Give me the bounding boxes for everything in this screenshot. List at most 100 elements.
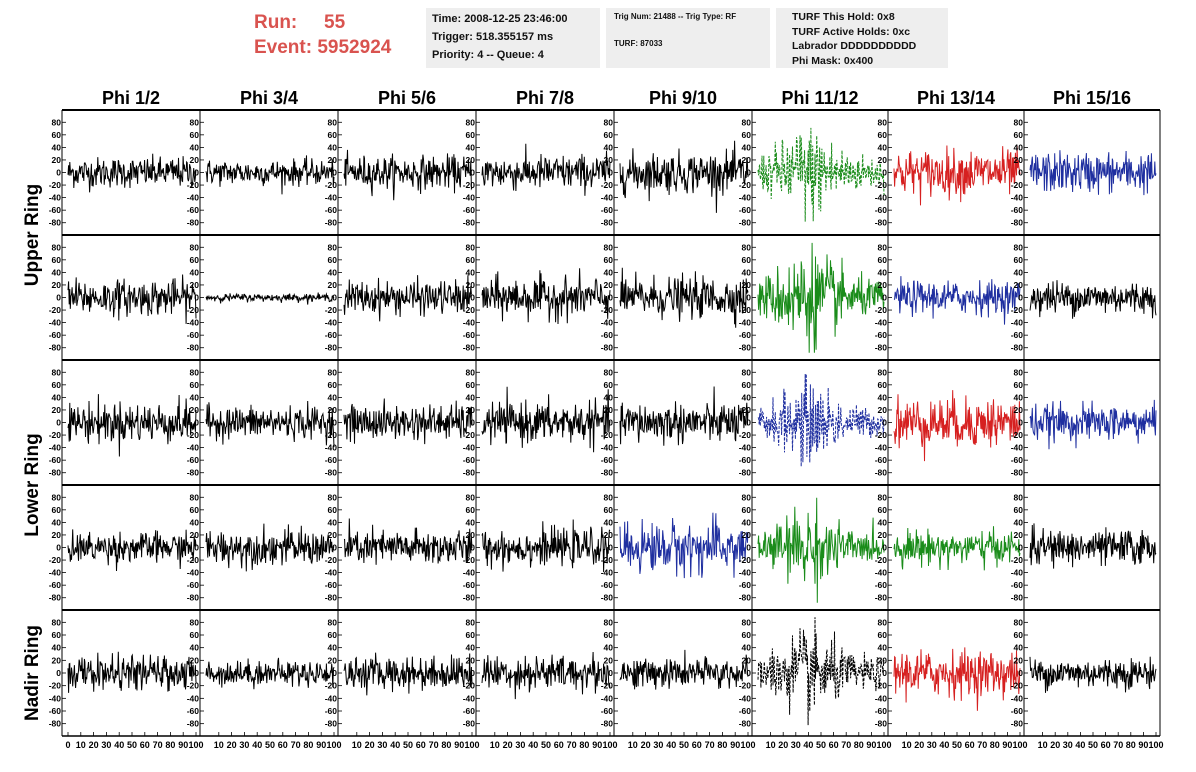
x-tick-label: 100: [1148, 740, 1163, 750]
y-tick-label: 80: [328, 242, 338, 252]
y-tick-label: -80: [187, 218, 200, 228]
y-tick-label: 20: [742, 155, 752, 165]
x-tick-label: 90: [316, 740, 326, 750]
y-tick-label: 40: [190, 142, 200, 152]
y-tick-label: 20: [190, 155, 200, 165]
y-tick-label: 40: [742, 142, 752, 152]
waveform-trace: [205, 155, 335, 195]
waveform-trace: [619, 649, 749, 690]
y-tick-label: -20: [463, 681, 476, 691]
waveform-trace: [893, 647, 1021, 711]
y-tick-label: 0: [882, 543, 887, 553]
x-tick-label: 40: [666, 740, 676, 750]
y-tick-label: -60: [325, 330, 338, 340]
y-tick-label: -80: [601, 719, 614, 729]
x-tick-label: 30: [515, 740, 525, 750]
waveform-trace: [1029, 280, 1157, 319]
y-tick-label: 20: [52, 155, 62, 165]
y-tick-label: -80: [187, 593, 200, 603]
waveform-trace: [481, 519, 611, 573]
x-tick-label: 40: [390, 740, 400, 750]
y-tick-label: 40: [190, 267, 200, 277]
y-tick-label: 60: [328, 630, 338, 640]
y-tick-label: 20: [1014, 530, 1024, 540]
y-tick-label: 60: [52, 505, 62, 515]
y-tick-label: -20: [325, 555, 338, 565]
y-tick-label: -80: [875, 593, 888, 603]
x-tick-label: 10: [902, 740, 912, 750]
x-tick-label: 70: [567, 740, 577, 750]
y-tick-label: -20: [739, 305, 752, 315]
waveform-trace: [343, 652, 473, 696]
waveform-trace: [205, 400, 335, 448]
y-tick-label: -40: [875, 693, 888, 703]
x-tick-label: 70: [841, 740, 851, 750]
y-tick-label: 0: [470, 418, 475, 428]
x-tick-label: 70: [429, 740, 439, 750]
y-tick-label: -60: [875, 205, 888, 215]
x-tick-label: 10: [214, 740, 224, 750]
y-tick-label: 80: [328, 492, 338, 502]
y-tick-label: -80: [325, 343, 338, 353]
x-tick-label: 50: [816, 740, 826, 750]
x-tick-label: 30: [791, 740, 801, 750]
y-tick-label: 0: [608, 543, 613, 553]
y-tick-label: 20: [466, 280, 476, 290]
y-tick-label: -40: [739, 568, 752, 578]
y-tick-label: -20: [187, 681, 200, 691]
y-tick-label: 20: [878, 530, 888, 540]
y-tick-label: -60: [463, 205, 476, 215]
y-tick-label: -20: [875, 305, 888, 315]
run-label: Run:: [254, 12, 298, 33]
y-tick-label: -20: [875, 681, 888, 691]
y-tick-label: 40: [1014, 643, 1024, 653]
y-tick-label: -80: [187, 719, 200, 729]
y-tick-label: 80: [878, 492, 888, 502]
y-tick-label: 60: [604, 380, 614, 390]
y-tick-label: 40: [52, 643, 62, 653]
y-tick-label: 20: [328, 530, 338, 540]
x-tick-label: 20: [227, 740, 237, 750]
y-tick-label: 80: [466, 117, 476, 127]
y-tick-label: 0: [56, 543, 61, 553]
y-tick-label: -20: [325, 305, 338, 315]
y-tick-label: -80: [187, 343, 200, 353]
x-tick-label: 40: [252, 740, 262, 750]
y-tick-label: -20: [325, 180, 338, 190]
y-tick-label: -60: [49, 580, 62, 590]
waveform-trace: [1029, 150, 1157, 196]
y-tick-label: -80: [739, 719, 752, 729]
y-tick-label: 0: [1018, 168, 1023, 178]
x-tick-label: 60: [1101, 740, 1111, 750]
waveform-trace: [67, 651, 197, 693]
y-tick-label: 0: [882, 293, 887, 303]
y-tick-label: 0: [56, 168, 61, 178]
y-tick-label: 60: [1014, 255, 1024, 265]
y-tick-label: -40: [49, 443, 62, 453]
y-tick-label: -40: [187, 693, 200, 703]
x-tick-label: 100: [188, 740, 203, 750]
y-tick-label: -60: [875, 455, 888, 465]
y-tick-label: -80: [49, 218, 62, 228]
y-tick-label: -80: [463, 593, 476, 603]
y-tick-label: -20: [739, 555, 752, 565]
y-tick-label: 20: [52, 405, 62, 415]
waveform-trace: [343, 149, 473, 201]
x-tick-label: 10: [76, 740, 86, 750]
y-tick-label: -60: [49, 455, 62, 465]
y-tick-label: 80: [52, 367, 62, 377]
y-tick-label: 20: [190, 530, 200, 540]
waveform-trace: [619, 512, 749, 579]
turf-info-box: TURF This Hold: 0x8 TURF Active Holds: 0…: [776, 8, 948, 68]
y-tick-label: 20: [328, 155, 338, 165]
y-tick-label: 0: [746, 418, 751, 428]
x-tick-label: 60: [140, 740, 150, 750]
y-tick-label: -60: [739, 580, 752, 590]
y-tick-label: -40: [463, 443, 476, 453]
x-tick-label: 100: [326, 740, 341, 750]
y-tick-label: -60: [875, 706, 888, 716]
y-tick-label: 40: [604, 142, 614, 152]
x-tick-label: 30: [377, 740, 387, 750]
x-tick-label: 10: [352, 740, 362, 750]
x-tick-label: 100: [740, 740, 755, 750]
